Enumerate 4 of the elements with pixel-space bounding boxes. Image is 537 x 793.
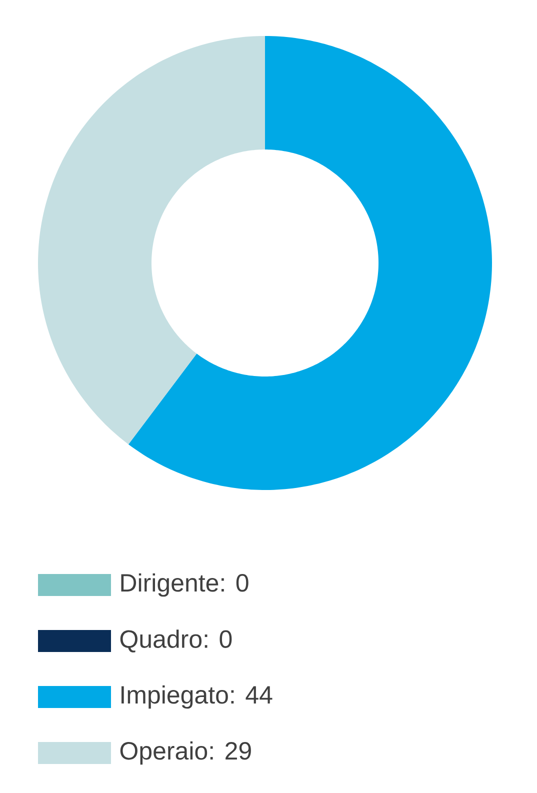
legend-label: Quadro: 0 <box>120 630 232 652</box>
legend-label: Operaio: 29 <box>120 741 251 765</box>
legend-label: Impiegato: 44 <box>122 685 272 709</box>
legend-label: Dirigente: 0 <box>121 573 248 597</box>
